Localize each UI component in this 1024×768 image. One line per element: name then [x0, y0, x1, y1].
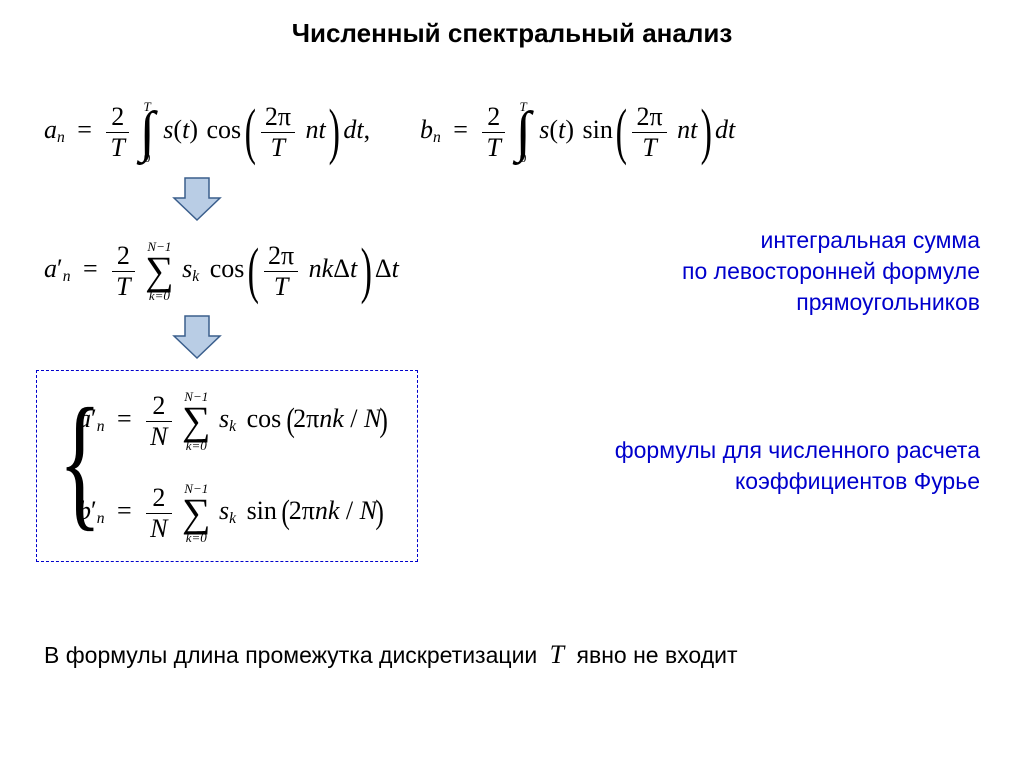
formula-bn-integral: bn = 2T T ∫ 0 s(t) sin ( 2πT nt ) dt	[420, 100, 735, 164]
note-line: интегральная сумма	[761, 227, 981, 253]
arrow-down-icon	[170, 172, 224, 226]
note-line: прямоугольников	[796, 289, 980, 315]
page-title: Численный спектральный анализ	[0, 18, 1024, 49]
formula-an-prime-dt: a′n = 2T N−1 ∑ k=0 sk cos ( 2πT nkΔt ) Δ…	[44, 240, 399, 302]
sum-symbol: N−1 ∑ k=0	[145, 240, 174, 302]
bottom-var: T	[544, 640, 570, 669]
formula-an-integral: an = 2T T ∫ 0 s(t) cos ( 2πT nt ) dt,	[44, 100, 370, 164]
sum-symbol: N−1 ∑ k=0	[182, 482, 211, 544]
note-line: по левосторонней формуле	[682, 258, 980, 284]
formula-bn-prime-n: b′n = 2N N−1 ∑ k=0 sk sin (2πnk / N)	[78, 482, 382, 544]
bottom-text: В формулы длина промежутка дискретизации…	[44, 640, 738, 670]
integral-symbol: T ∫ 0	[139, 100, 154, 164]
note-fourier-coeff: формулы для численного расчета коэффицие…	[480, 435, 980, 497]
bottom-part1: В формулы длина промежутка дискретизации	[44, 642, 537, 668]
integral-symbol: T ∫ 0	[515, 100, 530, 164]
bottom-part2: явно не входит	[577, 642, 738, 668]
note-line: коэффициентов Фурье	[735, 468, 980, 494]
arrow-down-icon	[170, 310, 224, 364]
formula-an-prime-n: a′n = 2N N−1 ∑ k=0 sk cos (2πnk / N)	[78, 390, 387, 452]
sum-symbol: N−1 ∑ k=0	[182, 390, 211, 452]
note-integral-sum: интегральная сумма по левосторонней форм…	[560, 225, 980, 318]
note-line: формулы для численного расчета	[615, 437, 980, 463]
